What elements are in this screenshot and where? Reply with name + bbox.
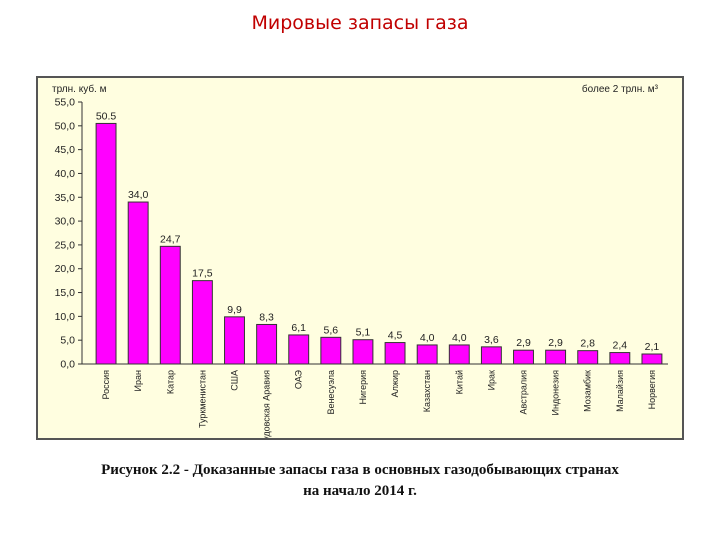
y-tick-label: 30,0	[55, 216, 76, 228]
bar-value-label: 8,3	[259, 311, 274, 323]
x-tick-label: Индонезия	[551, 370, 561, 416]
bar	[127, 201, 149, 365]
y-tick-label: 45,0	[55, 144, 76, 156]
bar	[609, 352, 631, 365]
chart-frame: трлн. куб. м более 2 трлн. м³ 0,0 5,0 10,0 15…	[36, 76, 684, 440]
x-tick-label: Австралия	[519, 370, 529, 415]
bar	[641, 353, 663, 365]
bar-value-label: 50.5	[96, 110, 117, 122]
slide-title: Мировые запасы газа	[251, 12, 469, 34]
bar	[513, 349, 534, 365]
bar-value-label: 2,9	[516, 337, 531, 349]
x-tick-label: Иран	[133, 370, 143, 391]
bar-chart: трлн. куб. м более 2 трлн. м³ 0,0 5,0 10,0 15…	[52, 83, 668, 438]
x-tick-label: Норвегия	[647, 370, 657, 410]
bar	[224, 316, 245, 365]
bar-value-label: 17,5	[192, 268, 213, 280]
y-tick-label: 0,0	[60, 359, 75, 371]
bar-value-label: 24,7	[160, 233, 181, 245]
x-tick-label: Туркменистан	[197, 370, 207, 428]
bar	[416, 344, 438, 365]
x-tick-label: ОАЭ	[294, 369, 304, 389]
x-tick-label: Алжир	[390, 370, 400, 397]
bar-value-label: 2,8	[580, 338, 595, 350]
bar	[288, 334, 310, 365]
y-tick-label: 50,0	[55, 120, 76, 132]
bar-value-label: 2,1	[645, 341, 660, 353]
y-tick-label: 10,0	[55, 311, 76, 323]
bar-value-label: 4,0	[420, 332, 435, 344]
bar-value-label: 34,0	[128, 189, 149, 201]
bar	[577, 350, 599, 365]
bar-value-label: 3,6	[484, 334, 499, 346]
bar-value-label: 4,5	[388, 330, 403, 342]
x-tick-label: Саудовская Аравия	[262, 370, 272, 438]
bar	[95, 122, 117, 365]
chart-annotation: более 2 трлн. м³	[582, 83, 659, 95]
caption-line-1: Рисунок 2.2 - Доказанные запасы газа в о…	[101, 462, 619, 478]
x-tick-label: США	[230, 370, 240, 391]
bar	[352, 339, 374, 365]
x-tick-label: Малайзия	[615, 370, 625, 412]
bar	[159, 245, 181, 365]
x-tick-label: Мозамбик	[583, 370, 593, 412]
bar-value-label: 2,9	[548, 337, 563, 349]
bar-value-label: 4,0	[452, 332, 467, 344]
y-tick-label: 35,0	[55, 192, 76, 204]
bar	[480, 346, 502, 365]
x-tick-label: Ирак	[486, 370, 496, 390]
y-tick-label: 55,0	[55, 97, 76, 109]
x-tick-label: Венесуэла	[326, 370, 336, 415]
x-tick-label: Россия	[101, 370, 111, 400]
y-tick-label: 20,0	[55, 263, 76, 275]
x-tick-label: Казахстан	[422, 370, 432, 412]
y-tick-label: 5,0	[60, 335, 75, 347]
x-tick-label: Катар	[165, 370, 175, 394]
y-tick-label: 40,0	[55, 168, 76, 180]
bar-value-label: 5,1	[356, 327, 371, 339]
caption-line-2: на начало 2014 г.	[303, 483, 417, 499]
bar	[384, 342, 406, 365]
bar-value-label: 5,6	[324, 324, 339, 336]
figure-caption: Рисунок 2.2 - Доказанные запасы газа в о…	[28, 460, 692, 502]
bar	[256, 323, 278, 365]
bar	[545, 349, 567, 365]
bar	[191, 280, 213, 365]
bar	[320, 336, 342, 365]
bar-value-label: 9,9	[227, 304, 242, 316]
x-tick-label: Китай	[454, 370, 464, 394]
y-tick-label: 25,0	[55, 239, 76, 251]
bar-value-label: 2,4	[613, 340, 628, 352]
y-axis-label: трлн. куб. м	[52, 83, 107, 95]
bar-value-label: 6,1	[291, 322, 306, 334]
x-tick-label: Нигерия	[358, 370, 368, 405]
y-tick-label: 15,0	[55, 287, 76, 299]
bar	[448, 344, 470, 365]
